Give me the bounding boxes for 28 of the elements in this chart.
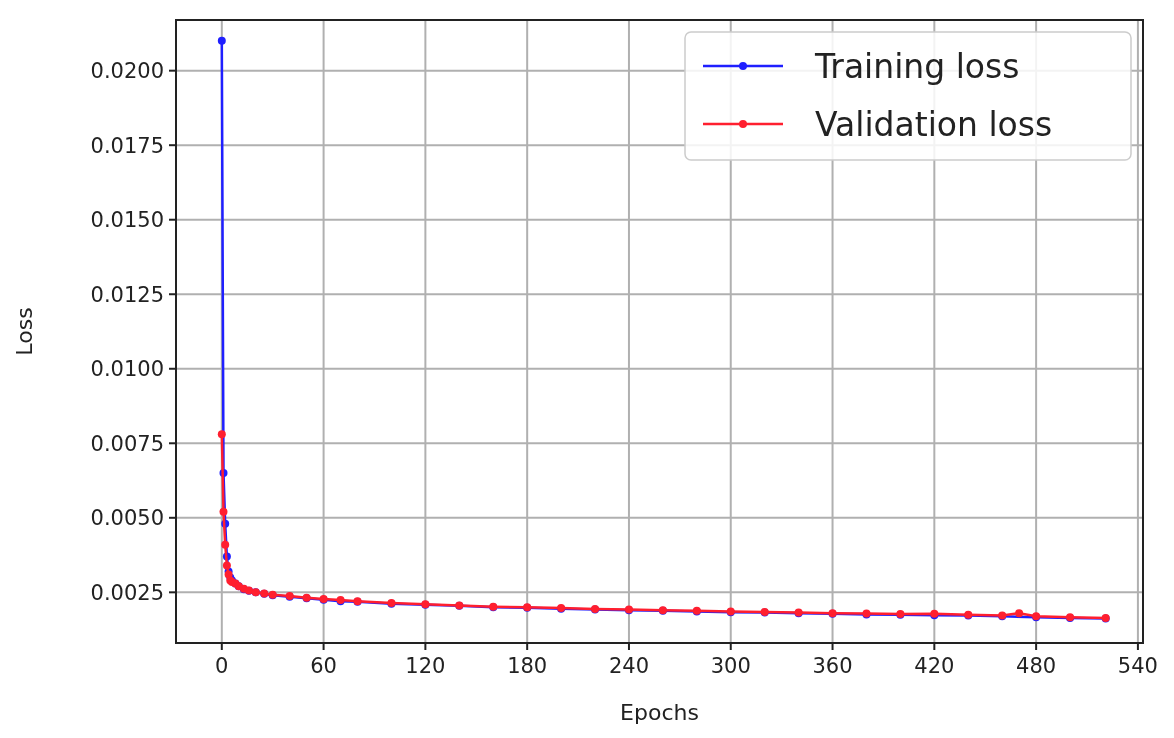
y-tick-label: 0.0150 <box>90 208 164 233</box>
x-tick-label: 540 <box>1117 654 1158 678</box>
legend-label: Validation loss <box>815 104 1053 144</box>
legend-label: Training loss <box>814 46 1020 86</box>
x-tick-label: 60 <box>310 654 337 678</box>
point <box>1015 609 1024 618</box>
y-tick-label: 0.0050 <box>90 506 164 531</box>
y-tick-label: 0.0200 <box>90 59 164 84</box>
x-tick-label: 480 <box>1016 654 1057 678</box>
x-tick-label: 0 <box>215 654 229 678</box>
x-tick-label: 420 <box>914 654 955 678</box>
point <box>219 507 228 516</box>
x-axis-title: Epochs <box>620 700 699 725</box>
y-tick-label: 0.0175 <box>90 133 164 158</box>
y-tick-label: 0.0125 <box>90 282 164 307</box>
x-tick-label: 180 <box>507 654 548 678</box>
point <box>217 36 226 45</box>
x-tick-label: 300 <box>710 654 751 678</box>
y-tick-label: 0.0100 <box>90 357 164 382</box>
x-tick-label: 360 <box>812 654 853 678</box>
point <box>221 540 230 549</box>
y-axis-title: Loss <box>12 307 37 356</box>
y-tick-label: 0.0075 <box>90 431 164 456</box>
y-tick-label: 0.0025 <box>90 580 164 605</box>
point <box>222 561 231 570</box>
x-tick-label: 120 <box>405 654 446 678</box>
point <box>217 430 226 439</box>
x-tick-label: 240 <box>608 654 650 678</box>
